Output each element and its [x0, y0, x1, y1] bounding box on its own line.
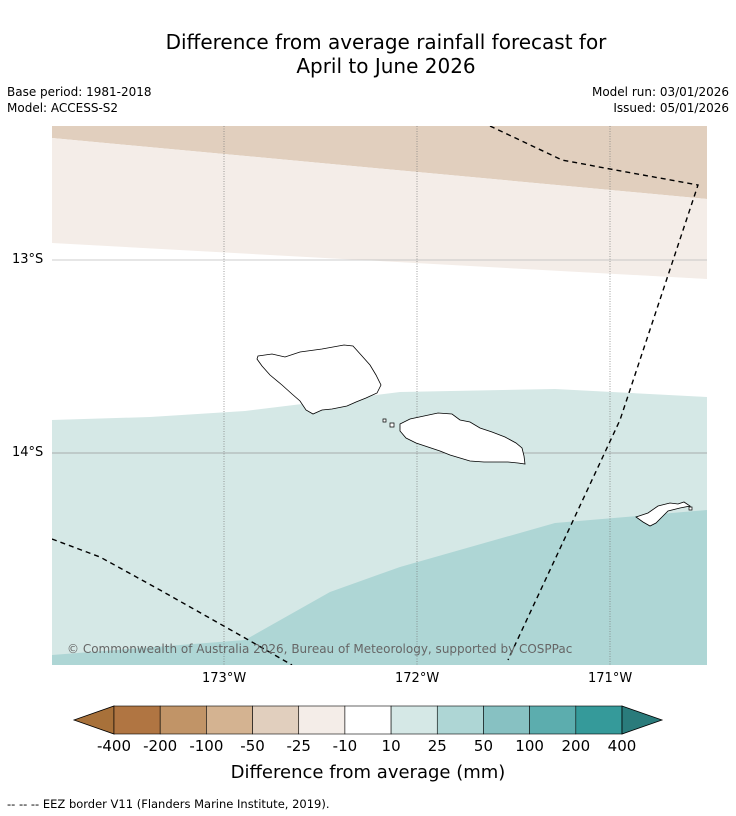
colorbar-segment: [252, 705, 300, 735]
colorbar-segment: [390, 705, 438, 735]
colorbar: [72, 705, 664, 735]
zone-dry-slight: [52, 138, 707, 279]
colorbar-segment: [529, 705, 577, 735]
colorbar-tick-label: 400: [607, 737, 637, 755]
meta-left: Base period: 1981-2018 Model: ACCESS-S2: [7, 84, 152, 116]
colorbar-tick-label: 10: [381, 737, 401, 755]
colorbar-tick-label: 25: [427, 737, 447, 755]
eez-border-east: [489, 126, 699, 661]
colorbar-tick-label: -400: [96, 737, 132, 755]
map-area: [52, 126, 707, 665]
colorbar-extension-low: [72, 705, 115, 735]
model-run: Model run: 03/01/2026: [591, 85, 729, 99]
colorbar-segment: [159, 705, 207, 735]
colorbar-segment: [113, 705, 161, 735]
colorbar-segment: [483, 705, 530, 735]
island-aunuu: [688, 506, 693, 511]
colorbar-segment: [575, 705, 623, 735]
zone-wet-moderate: [52, 510, 707, 665]
island-manono: [382, 418, 387, 423]
colorbar-tick-label: 50: [473, 737, 493, 755]
island-apolima: [389, 422, 395, 428]
island-savaii: [256, 344, 382, 415]
base-period: Base period: 1981-2018: [7, 85, 152, 99]
zone-dry-moderate: [52, 126, 707, 199]
colorbar-extension-high: [621, 705, 664, 735]
lat-label-13s: 13°S: [12, 252, 44, 267]
colorbar-tick-label: -200: [143, 737, 178, 755]
colorbar-tick-label: -10: [332, 737, 358, 755]
colorbar-tick-label: -50: [240, 737, 265, 755]
meta-right: Model run: 03/01/2026 Issued: 05/01/2026: [592, 84, 729, 116]
issued-date: Issued: 05/01/2026: [613, 101, 729, 115]
eez-dash-symbol: -- -- --: [7, 797, 40, 811]
title-line-2: April to June 2026: [296, 54, 476, 78]
lon-label-173w: 173°W: [202, 671, 247, 686]
colorbar-tick-label: 200: [561, 737, 591, 755]
colorbar-tick-label: -25: [286, 737, 311, 755]
colorbar-title: Difference from average (mm): [230, 762, 506, 783]
colorbar-segment: [298, 705, 346, 735]
colorbar-tick-label: 100: [515, 737, 544, 755]
title-line-1: Difference from average rainfall forecas…: [165, 30, 607, 54]
island-tutuila: [635, 501, 692, 527]
chart-title: Difference from average rainfall forecas…: [0, 30, 736, 78]
copyright-notice: © Commonwealth of Australia 2026, Bureau…: [67, 642, 573, 656]
eez-legend-text: EEZ border V11 (Flanders Marine Institut…: [42, 797, 330, 811]
lon-label-171w: 171°W: [588, 671, 633, 686]
island-upolu: [399, 412, 526, 465]
lon-label-172w: 172°W: [395, 671, 440, 686]
lat-label-14s: 14°S: [12, 445, 44, 460]
model-name: Model: ACCESS-S2: [7, 101, 119, 115]
colorbar-tick-label: -100: [189, 737, 224, 755]
colorbar-segment: [344, 705, 392, 735]
colorbar-segment: [206, 705, 253, 735]
eez-border-southwest: [52, 538, 293, 665]
colorbar-segment: [436, 705, 484, 735]
legend-footer: -- -- -- EEZ border V11 (Flanders Marine…: [7, 797, 330, 811]
